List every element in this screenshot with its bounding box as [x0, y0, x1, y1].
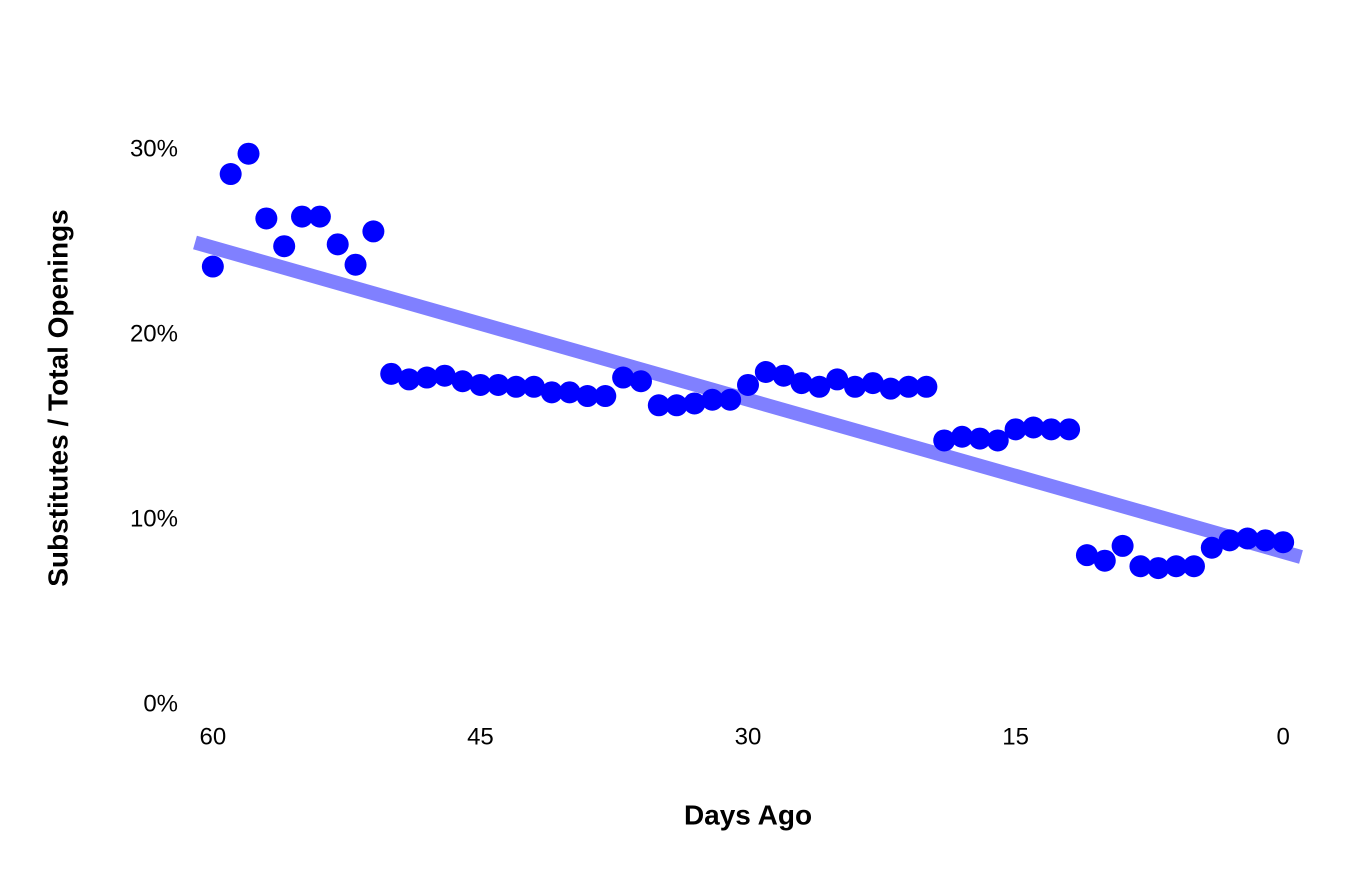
data-point — [1254, 529, 1277, 552]
data-point — [1236, 527, 1259, 550]
data-point — [1022, 416, 1045, 439]
data-point — [576, 385, 599, 408]
data-point — [433, 364, 456, 387]
data-point — [1147, 557, 1170, 580]
data-point — [772, 364, 795, 387]
data-point — [701, 388, 724, 411]
data-point — [201, 255, 224, 278]
data-point — [540, 381, 563, 404]
data-point — [951, 425, 974, 448]
data-point — [415, 366, 438, 389]
data-point — [558, 381, 581, 404]
data-point — [986, 429, 1009, 452]
data-point — [808, 375, 831, 398]
x-tick-label: 30 — [735, 723, 762, 750]
data-point — [915, 375, 938, 398]
trend-line — [193, 235, 1303, 564]
data-point — [647, 394, 670, 417]
data-point — [237, 142, 260, 165]
data-point — [612, 366, 635, 389]
y-tick-label: 30% — [130, 135, 178, 162]
y-tick-label: 20% — [130, 320, 178, 347]
data-point — [1093, 549, 1116, 572]
data-point — [1165, 555, 1188, 578]
data-point — [1111, 534, 1134, 557]
data-point — [291, 205, 314, 228]
data-point — [487, 373, 510, 396]
y-axis-title: Substitutes / Total Openings — [42, 209, 73, 587]
data-point — [255, 207, 278, 230]
x-tick-label: 60 — [199, 723, 226, 750]
data-point — [968, 427, 991, 450]
y-tick-label: 10% — [130, 505, 178, 532]
data-point — [308, 205, 331, 228]
data-point — [683, 392, 706, 415]
data-point — [844, 375, 867, 398]
data-point — [861, 372, 884, 395]
data-point — [790, 372, 813, 395]
data-point — [505, 375, 528, 398]
x-tick-label: 0 — [1276, 723, 1289, 750]
data-point — [754, 361, 777, 383]
data-point — [879, 377, 902, 400]
data-point — [737, 373, 759, 396]
data-point — [1004, 418, 1027, 441]
x-axis-title: Days Ago — [684, 799, 812, 830]
data-point — [826, 368, 849, 391]
data-point — [1129, 555, 1152, 578]
data-point — [1182, 555, 1205, 578]
data-point — [1058, 418, 1081, 441]
data-point — [719, 388, 742, 411]
data-point — [629, 370, 652, 393]
data-point — [469, 373, 492, 396]
data-point — [273, 235, 296, 258]
data-point — [398, 368, 421, 391]
y-tick-label: 0% — [143, 690, 178, 717]
x-tick-label: 15 — [1002, 723, 1029, 750]
data-point — [219, 163, 242, 186]
data-point — [1040, 418, 1063, 441]
data-point — [897, 375, 920, 398]
data-point — [380, 362, 403, 385]
data-point — [1200, 536, 1223, 559]
x-tick-label: 45 — [467, 723, 494, 750]
data-point — [594, 385, 617, 408]
data-point — [344, 253, 367, 276]
data-point — [933, 429, 956, 452]
data-point — [665, 394, 688, 417]
data-point — [1075, 544, 1098, 567]
data-point — [326, 233, 349, 256]
data-point — [1272, 531, 1295, 554]
data-point — [451, 370, 474, 393]
data-point — [522, 375, 545, 398]
data-point — [1218, 529, 1241, 552]
data-point — [362, 220, 385, 243]
